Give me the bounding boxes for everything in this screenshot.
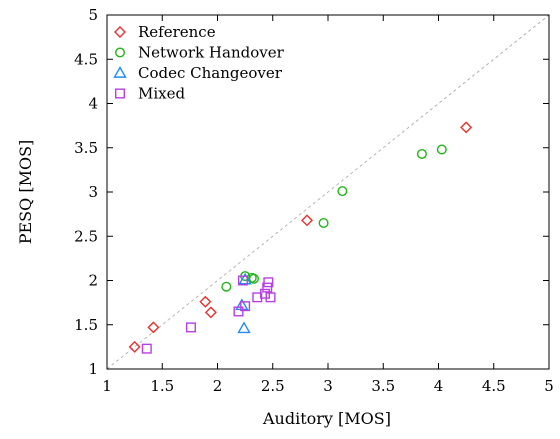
data-point-network-handover xyxy=(416,148,427,159)
data-point-mixed xyxy=(185,322,196,333)
y-tick-label: 1 xyxy=(88,360,98,378)
x-tick-label: 4 xyxy=(434,377,444,395)
diagonal-reference xyxy=(106,14,550,370)
diagonal-line xyxy=(106,14,550,370)
x-tick-label: 2 xyxy=(213,377,223,395)
x-tick-label: 4.5 xyxy=(482,377,506,395)
data-point-reference xyxy=(204,306,217,319)
data-point-codec-changeover xyxy=(237,321,251,334)
y-tick-label: 1.5 xyxy=(74,316,98,334)
data-point-mixed xyxy=(260,288,271,299)
data-point-network-handover xyxy=(436,144,447,155)
x-tick-label: 3.5 xyxy=(371,377,395,395)
legend: Reference Network Handover Codec Changeove… xyxy=(113,23,285,103)
y-tick-label: 3.5 xyxy=(74,139,98,157)
legend-marker-reference xyxy=(114,26,126,38)
y-tick-label: 5 xyxy=(88,6,98,24)
data-point-reference xyxy=(460,121,473,134)
y-tick-label: 4.5 xyxy=(74,50,98,68)
x-axis-title: Auditory [MOS] xyxy=(262,409,391,428)
data-point-mixed xyxy=(262,282,273,293)
data-point-network-handover xyxy=(337,186,348,197)
data-point-reference xyxy=(199,295,212,308)
legend-label: Codec Changeover xyxy=(138,64,283,82)
y-tick-label: 2 xyxy=(88,272,98,290)
data-point-mixed xyxy=(265,292,276,303)
legend-label: Mixed xyxy=(138,85,185,103)
y-tick-label: 4 xyxy=(88,95,98,113)
x-tick-label: 1.5 xyxy=(150,377,174,395)
y-tick-label: 3 xyxy=(88,183,98,201)
y-tick-label: 2.5 xyxy=(74,227,98,245)
data-point-mixed xyxy=(237,275,248,286)
data-point-mixed xyxy=(252,292,263,303)
axis-ticks: 1 1.5 2 2.5 3 3.5 4 4.5 5 1 1.5 2 2.5 3 3.5 4 4.5 5 xyxy=(74,6,554,395)
x-tick-label: 5 xyxy=(544,377,554,395)
data-point-mixed xyxy=(263,277,274,288)
data-point-reference xyxy=(147,321,160,334)
data-point-mixed xyxy=(141,343,152,354)
data-point-codec-changeover xyxy=(235,298,249,311)
legend-label: Reference xyxy=(138,23,216,41)
data-point-network-handover xyxy=(221,281,232,292)
data-point-mixed xyxy=(233,306,244,317)
x-tick-label: 3 xyxy=(323,377,333,395)
legend-marker-network-handover xyxy=(114,47,125,58)
legend-marker-codec-changeover xyxy=(113,66,127,78)
data-point-network-handover xyxy=(318,217,329,228)
x-tick-label: 1 xyxy=(102,377,112,395)
y-axis-title: PESQ [MOS] xyxy=(16,140,35,245)
legend-label: Network Handover xyxy=(138,44,285,62)
x-tick-label: 2.5 xyxy=(261,377,285,395)
data-point-reference xyxy=(301,214,313,227)
data-point-mixed xyxy=(240,301,251,312)
data-marks xyxy=(128,121,473,354)
data-point-reference xyxy=(128,340,141,353)
data-point-network-handover xyxy=(248,273,259,284)
legend-marker-mixed xyxy=(114,88,125,99)
